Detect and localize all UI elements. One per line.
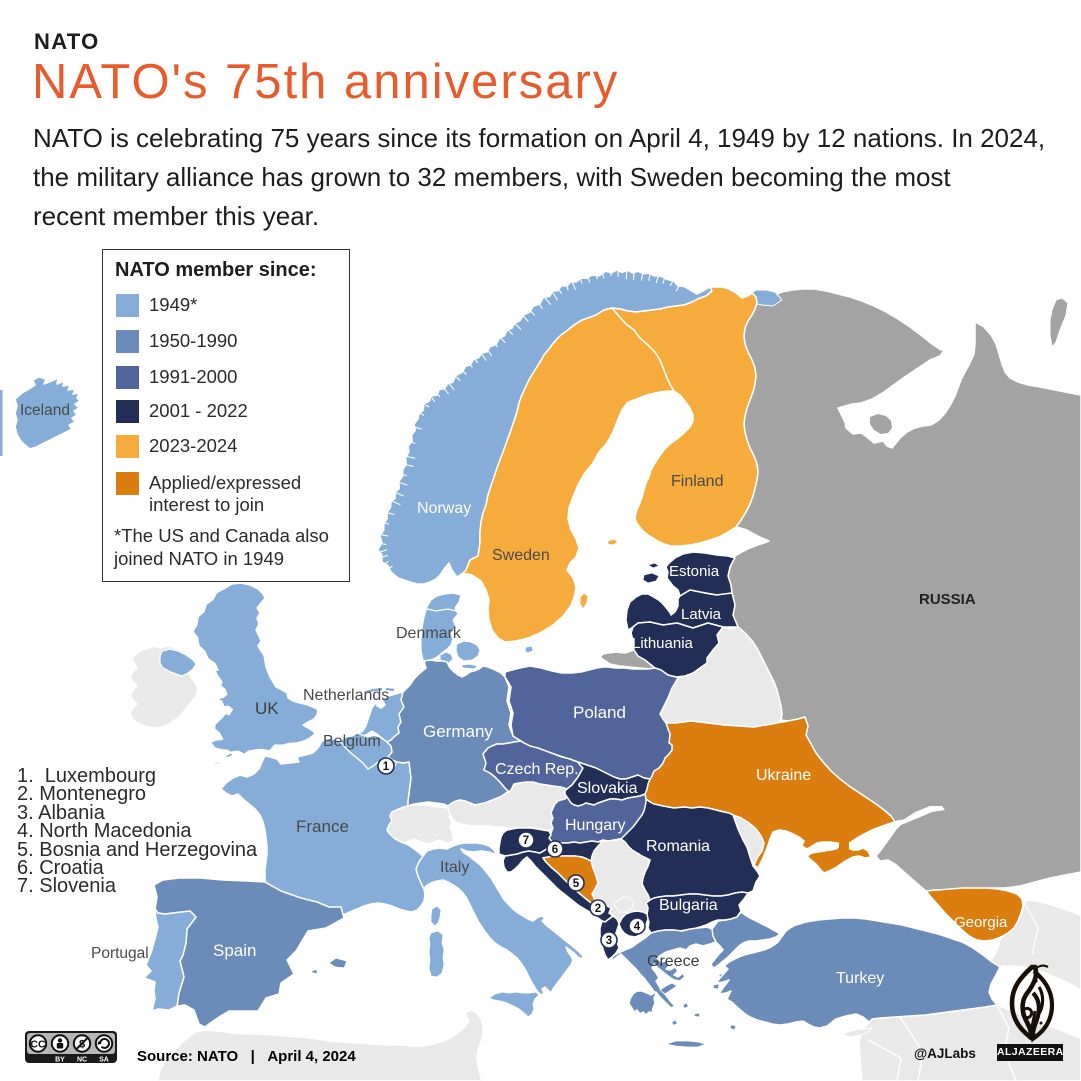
svg-text:Estonia: Estonia xyxy=(669,563,720,580)
svg-text:France: France xyxy=(296,817,349,836)
svg-text:Latvia: Latvia xyxy=(681,606,722,623)
svg-text:Slovakia: Slovakia xyxy=(577,780,638,797)
svg-text:NC: NC xyxy=(77,1057,87,1064)
svg-text:Romania: Romania xyxy=(646,838,710,855)
svg-text:Czech Rep.: Czech Rep. xyxy=(495,761,579,778)
svg-text:UK: UK xyxy=(255,699,279,718)
svg-text:Belgium: Belgium xyxy=(323,733,381,750)
svg-text:4: 4 xyxy=(634,921,641,933)
svg-text:Iceland: Iceland xyxy=(20,402,70,419)
svg-text:Netherlands: Netherlands xyxy=(303,687,389,704)
svg-text:BY: BY xyxy=(55,1057,65,1064)
svg-text:RUSSIA: RUSSIA xyxy=(919,591,976,608)
svg-text:Germany: Germany xyxy=(423,722,493,741)
svg-text:Norway: Norway xyxy=(417,500,471,517)
svg-text:Portugal: Portugal xyxy=(91,945,149,962)
svg-text:Spain: Spain xyxy=(213,941,256,960)
svg-text:7: 7 xyxy=(523,835,529,847)
svg-text:Sweden: Sweden xyxy=(492,547,550,564)
svg-text:Turkey: Turkey xyxy=(836,970,884,987)
svg-text:1: 1 xyxy=(383,761,390,773)
svg-text:Poland: Poland xyxy=(573,703,626,722)
svg-text:Hungary: Hungary xyxy=(565,817,625,834)
svg-text:Italy: Italy xyxy=(440,859,469,876)
svg-text:Ukraine: Ukraine xyxy=(756,767,811,784)
svg-text:6: 6 xyxy=(552,844,558,856)
svg-text:5: 5 xyxy=(573,878,580,890)
svg-text:Georgia: Georgia xyxy=(954,914,1008,931)
svg-text:Lithuania: Lithuania xyxy=(632,635,694,652)
svg-text:Denmark: Denmark xyxy=(396,625,462,642)
svg-text:Finland: Finland xyxy=(671,473,723,490)
svg-text:Bulgaria: Bulgaria xyxy=(659,897,718,914)
svg-text:3: 3 xyxy=(606,935,612,947)
svg-text:CC: CC xyxy=(30,1039,46,1051)
svg-text:2: 2 xyxy=(595,903,601,915)
svg-text:Greece: Greece xyxy=(647,953,700,970)
svg-text:SA: SA xyxy=(99,1057,109,1064)
